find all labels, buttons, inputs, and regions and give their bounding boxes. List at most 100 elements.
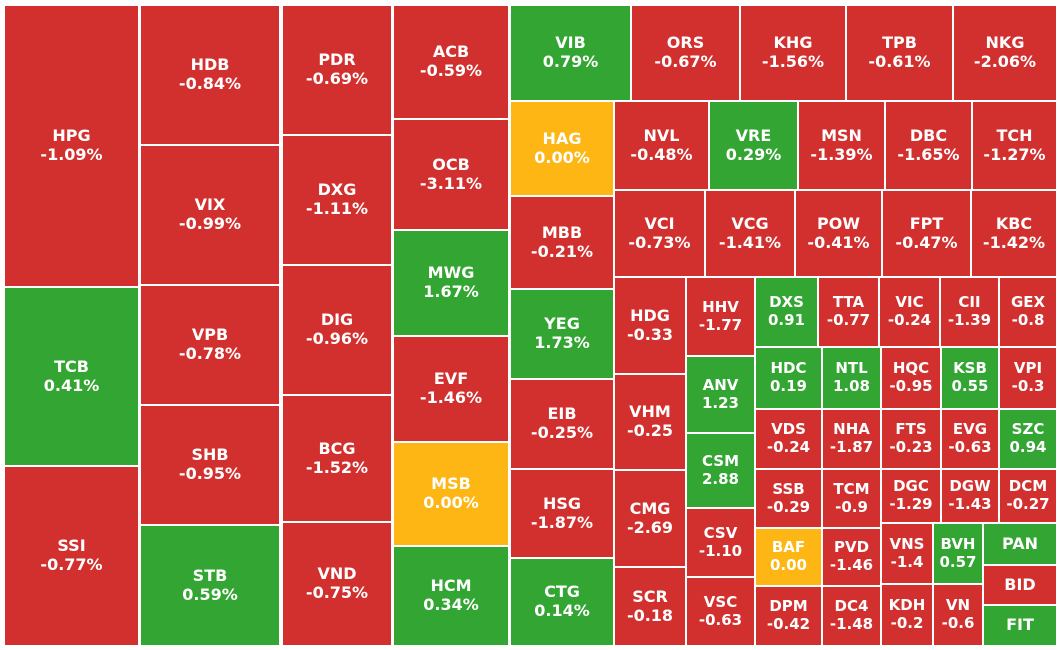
treemap-tile-vn[interactable]: VN -0.6 xyxy=(933,584,983,646)
treemap-tile-fpt[interactable]: FPT -0.47% xyxy=(882,190,971,277)
tile-change: -0.8 xyxy=(1011,311,1045,329)
tile-ticker: NKG xyxy=(985,33,1025,53)
treemap-tile-dpm[interactable]: DPM -0.42 xyxy=(755,586,822,646)
treemap-tile-gex[interactable]: GEX -0.8 xyxy=(999,277,1057,347)
tile-change: -0.24 xyxy=(887,311,932,329)
treemap-tile-vns[interactable]: VNS -1.4 xyxy=(881,523,933,584)
treemap-tile-vib[interactable]: VIB 0.79% xyxy=(510,5,631,101)
treemap-tile-ntl[interactable]: NTL 1.08 xyxy=(822,347,881,409)
treemap-tile-fit[interactable]: FIT xyxy=(983,605,1057,646)
treemap-tile-ssb[interactable]: SSB -0.29 xyxy=(755,469,822,528)
treemap-tile-kbc[interactable]: KBC -1.42% xyxy=(971,190,1057,277)
treemap-tile-hqc[interactable]: HQC -0.95 xyxy=(881,347,941,409)
treemap-tile-vnd[interactable]: VND -0.75% xyxy=(282,522,392,646)
treemap-tile-acb[interactable]: ACB -0.59% xyxy=(393,5,509,119)
treemap-tile-cmg[interactable]: CMG -2.69 xyxy=(614,470,686,567)
tile-change: -1.52% xyxy=(305,457,369,477)
treemap-tile-pan[interactable]: PAN xyxy=(983,523,1057,565)
treemap-tile-tcm[interactable]: TCM -0.9 xyxy=(822,469,881,528)
treemap-tile-bid[interactable]: BID xyxy=(983,565,1057,605)
treemap-tile-kdh[interactable]: KDH -0.2 xyxy=(881,584,933,646)
treemap-tile-szc[interactable]: SZC 0.94 xyxy=(999,409,1057,469)
treemap-tile-pvd[interactable]: PVD -1.46 xyxy=(822,528,881,586)
treemap-tile-hsg[interactable]: HSG -1.87% xyxy=(510,469,614,558)
treemap-tile-hag[interactable]: HAG 0.00% xyxy=(510,101,614,196)
treemap-tile-vpb[interactable]: VPB -0.78% xyxy=(140,285,280,405)
treemap-tile-yeg[interactable]: YEG 1.73% xyxy=(510,289,614,379)
tile-ticker: HPG xyxy=(52,126,91,146)
treemap-tile-dc4[interactable]: DC4 -1.48 xyxy=(822,586,881,646)
tile-change: -0.95% xyxy=(178,464,242,483)
treemap-tile-tpb[interactable]: TPB -0.61% xyxy=(846,5,953,101)
tile-ticker: BCG xyxy=(318,438,356,458)
treemap-tile-vsc[interactable]: VSC -0.63 xyxy=(686,577,755,646)
treemap-tile-stb[interactable]: STB 0.59% xyxy=(140,525,280,646)
treemap-tile-mwg[interactable]: MWG 1.67% xyxy=(393,230,509,336)
treemap-tile-hcm[interactable]: HCM 0.34% xyxy=(393,546,509,646)
treemap-tile-evf[interactable]: EVF -1.46% xyxy=(393,336,509,442)
treemap-tile-hdc[interactable]: HDC 0.19 xyxy=(755,347,822,409)
treemap-tile-vci[interactable]: VCI -0.73% xyxy=(614,190,705,277)
treemap-tile-vix[interactable]: VIX -0.99% xyxy=(140,145,280,285)
treemap-tile-pdr[interactable]: PDR -0.69% xyxy=(282,5,392,135)
treemap-tile-fts[interactable]: FTS -0.23 xyxy=(881,409,941,469)
treemap-tile-mbb[interactable]: MBB -0.21% xyxy=(510,196,614,289)
treemap-tile-hhv[interactable]: HHV -1.77 xyxy=(686,277,755,356)
treemap-tile-ssi[interactable]: SSI -0.77% xyxy=(4,466,139,646)
treemap-tile-msn[interactable]: MSN -1.39% xyxy=(798,101,885,190)
treemap-tile-vcg[interactable]: VCG -1.41% xyxy=(705,190,795,277)
treemap-tile-hpg[interactable]: HPG -1.09% xyxy=(4,5,139,287)
treemap-tile-ctg[interactable]: CTG 0.14% xyxy=(510,558,614,646)
treemap-tile-scr[interactable]: SCR -0.18 xyxy=(614,567,686,646)
treemap-tile-pow[interactable]: POW -0.41% xyxy=(795,190,882,277)
treemap-tile-dgw[interactable]: DGW -1.43 xyxy=(941,469,999,523)
tile-change: -0.47% xyxy=(895,232,958,252)
treemap-tile-khg[interactable]: KHG -1.56% xyxy=(740,5,846,101)
treemap-tile-evg[interactable]: EVG -0.63 xyxy=(941,409,999,469)
treemap-tile-vds[interactable]: VDS -0.24 xyxy=(755,409,822,469)
treemap-tile-bvh[interactable]: BVH 0.57 xyxy=(933,523,983,584)
treemap-tile-vre[interactable]: VRE 0.29% xyxy=(709,101,798,190)
treemap-tile-cii[interactable]: CII -1.39 xyxy=(940,277,999,347)
tile-change: -0.41% xyxy=(807,232,870,252)
treemap-tile-dxs[interactable]: DXS 0.91 xyxy=(755,277,818,347)
treemap-tile-ocb[interactable]: OCB -3.11% xyxy=(393,119,509,230)
treemap-tile-tcb[interactable]: TCB 0.41% xyxy=(4,287,139,466)
treemap-tile-hdb[interactable]: HDB -0.84% xyxy=(140,5,280,145)
treemap-tile-vhm[interactable]: VHM -0.25 xyxy=(614,374,686,470)
treemap-tile-nvl[interactable]: NVL -0.48% xyxy=(614,101,709,190)
treemap-tile-msb[interactable]: MSB 0.00% xyxy=(393,442,509,546)
tile-change: -0.21% xyxy=(530,241,594,261)
treemap-tile-nkg[interactable]: NKG -2.06% xyxy=(953,5,1057,101)
treemap-tile-nha[interactable]: NHA -1.87 xyxy=(822,409,881,469)
treemap-tile-tta[interactable]: TTA -0.77 xyxy=(818,277,879,347)
treemap-tile-eib[interactable]: EIB -0.25% xyxy=(510,379,614,469)
treemap-tile-vpi[interactable]: VPI -0.3 xyxy=(999,347,1057,409)
treemap-tile-vic[interactable]: VIC -0.24 xyxy=(879,277,940,347)
tile-ticker: MBB xyxy=(541,222,583,242)
treemap-tile-csm[interactable]: CSM 2.88 xyxy=(686,433,755,508)
tile-ticker: VRE xyxy=(735,125,772,145)
tile-change: -2.06% xyxy=(973,52,1037,71)
treemap-tile-dig[interactable]: DIG -0.96% xyxy=(282,265,392,395)
treemap-tile-dbc[interactable]: DBC -1.65% xyxy=(885,101,972,190)
treemap-tile-dgc[interactable]: DGC -1.29 xyxy=(881,469,941,523)
tile-change: -1.27% xyxy=(983,144,1046,164)
tile-change: -0.2 xyxy=(890,614,924,632)
tile-ticker: DPM xyxy=(769,597,808,616)
tile-ticker: SCR xyxy=(632,586,668,606)
treemap-tile-dxg[interactable]: DXG -1.11% xyxy=(282,135,392,265)
treemap-tile-bcg[interactable]: BCG -1.52% xyxy=(282,395,392,522)
tile-ticker: BVH xyxy=(940,534,976,553)
treemap-tile-anv[interactable]: ANV 1.23 xyxy=(686,356,755,433)
treemap-tile-ors[interactable]: ORS -0.67% xyxy=(631,5,740,101)
treemap-tile-csv[interactable]: CSV -1.10 xyxy=(686,508,755,577)
tile-ticker: VCG xyxy=(731,213,769,233)
treemap-tile-shb[interactable]: SHB -0.95% xyxy=(140,405,280,525)
tile-ticker: FPT xyxy=(909,213,944,233)
treemap-tile-ksb[interactable]: KSB 0.55 xyxy=(941,347,999,409)
treemap-tile-dcm[interactable]: DCM -0.27 xyxy=(999,469,1057,523)
treemap-tile-hdg[interactable]: HDG -0.33 xyxy=(614,277,686,374)
treemap-tile-tch[interactable]: TCH -1.27% xyxy=(972,101,1057,190)
treemap-tile-baf[interactable]: BAF 0.00 xyxy=(755,528,822,586)
